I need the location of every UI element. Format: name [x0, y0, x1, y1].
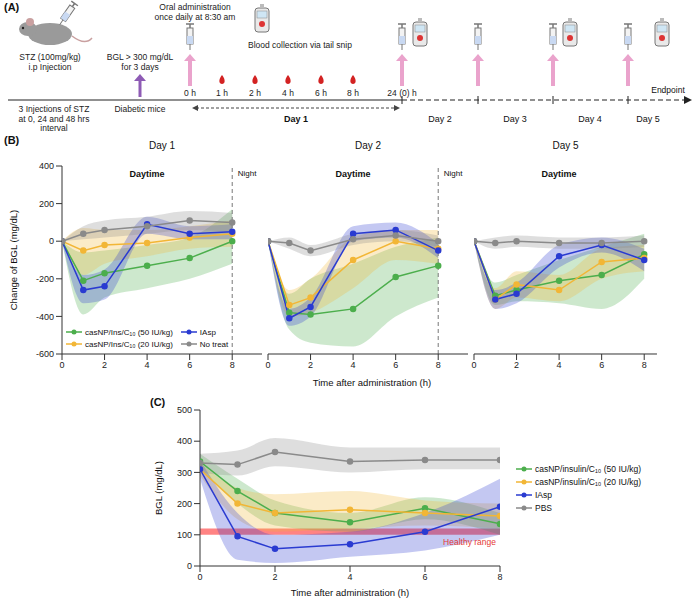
svg-text:6 h: 6 h [315, 88, 327, 98]
html-text:PBS: PBS [535, 502, 552, 513]
html-text:BGL (mg/dL): BGL (mg/dL) [152, 461, 164, 515]
svg-text:0: 0 [49, 236, 54, 246]
svg-text:2 h: 2 h [249, 88, 261, 98]
svg-text:2: 2 [272, 572, 277, 582]
svg-text:8: 8 [642, 360, 647, 370]
svg-text:1 h: 1 h [216, 88, 228, 98]
html-text:Time after administration (h): Time after administration (h) [312, 377, 432, 388]
svg-text:Day 4: Day 4 [578, 114, 602, 124]
svg-text:8 h: 8 h [347, 88, 359, 98]
svg-text:-200: -200 [36, 274, 54, 284]
html-text:IAsp: IAsp [199, 327, 216, 337]
svg-text:6: 6 [393, 360, 398, 370]
svg-text:-400: -400 [36, 312, 54, 322]
svg-text:400: 400 [39, 161, 54, 171]
html-text:Day 5: Day 5 [552, 140, 579, 151]
svg-text:6: 6 [187, 360, 192, 370]
html-text:Night: Night [443, 169, 463, 178]
svg-text:Oral administrationonce daily: Oral administrationonce daily at 8:30 am [155, 2, 236, 22]
svg-text:(A): (A) [4, 1, 20, 13]
svg-text:0: 0 [265, 360, 270, 370]
svg-text:0: 0 [197, 572, 202, 582]
html-text:Day 1: Day 1 [148, 140, 176, 151]
svg-text:Day 2: Day 2 [428, 114, 452, 124]
svg-text:-600: -600 [36, 349, 54, 359]
svg-text:4: 4 [145, 360, 150, 370]
svg-text:0: 0 [187, 561, 192, 571]
html-text:Day 2: Day 2 [354, 140, 382, 151]
svg-text:4: 4 [557, 360, 562, 370]
svg-text:Day 1: Day 1 [284, 114, 308, 124]
svg-text:2: 2 [102, 360, 107, 370]
svg-text:400: 400 [177, 436, 192, 446]
svg-text:24 (0) h: 24 (0) h [387, 88, 417, 98]
svg-text:0 h: 0 h [184, 88, 196, 98]
svg-text:6: 6 [422, 572, 427, 582]
svg-text:300: 300 [177, 468, 192, 478]
html-text:(C): (C) [150, 396, 166, 408]
svg-text:8: 8 [497, 572, 502, 582]
html-text:No treat: No treat [199, 339, 229, 349]
svg-text:Day 3: Day 3 [503, 114, 527, 124]
svg-text:Endpoint: Endpoint [651, 85, 685, 95]
svg-text:500: 500 [177, 405, 192, 415]
html-text:casNP/Ins/C₁₀ (50 IU/kg): casNP/Ins/C₁₀ (50 IU/kg) [85, 327, 173, 337]
svg-text:BGL > 300 mg/dLfor 3 days: BGL > 300 mg/dLfor 3 days [107, 52, 174, 72]
svg-text:8: 8 [230, 360, 235, 370]
svg-text:0: 0 [471, 360, 476, 370]
html-text:(B): (B) [4, 134, 20, 146]
svg-text:6: 6 [599, 360, 604, 370]
html-text:IAsp: IAsp [535, 489, 552, 500]
html-text:Daytime: Daytime [335, 169, 371, 179]
svg-text:2: 2 [308, 360, 313, 370]
svg-text:Blood collection via tail snip: Blood collection via tail snip [248, 40, 352, 50]
html-text:Healthy range: Healthy range [443, 536, 496, 547]
html-text:casNP/insulin/C₁₀ (20 IU/kg): casNP/insulin/C₁₀ (20 IU/kg) [535, 476, 642, 487]
svg-text:4: 4 [351, 360, 356, 370]
svg-text:i.p Injection: i.p Injection [29, 62, 72, 72]
html-text:Change of BGL (mg/dL): Change of BGL (mg/dL) [7, 209, 19, 311]
html-text:casNP/insulin/C₁₀ (50 IU/kg): casNP/insulin/C₁₀ (50 IU/kg) [535, 463, 642, 474]
svg-text:Time after administration (h): Time after administration (h) [291, 587, 409, 598]
html-text:Daytime: Daytime [129, 169, 165, 179]
svg-text:200: 200 [39, 199, 54, 209]
svg-text:200: 200 [177, 499, 192, 509]
html-text:casNP/Ins/C₁₀ (20 IU/kg): casNP/Ins/C₁₀ (20 IU/kg) [85, 339, 173, 349]
html-text:Night: Night [237, 169, 257, 178]
svg-text:3 Injections of STZat 0, 24 an: 3 Injections of STZat 0, 24 and 48 hrsin… [19, 104, 90, 133]
svg-text:Day 5: Day 5 [636, 114, 660, 124]
svg-text:100: 100 [177, 530, 192, 540]
html-text:Daytime: Daytime [541, 169, 577, 179]
svg-text:4 h: 4 h [282, 88, 294, 98]
svg-text:8: 8 [436, 360, 441, 370]
svg-text:0: 0 [59, 360, 64, 370]
svg-text:Diabetic mice: Diabetic mice [114, 104, 165, 114]
svg-text:2: 2 [514, 360, 519, 370]
svg-text:4: 4 [347, 572, 352, 582]
svg-text:STZ (100mg/kg): STZ (100mg/kg) [19, 52, 81, 62]
